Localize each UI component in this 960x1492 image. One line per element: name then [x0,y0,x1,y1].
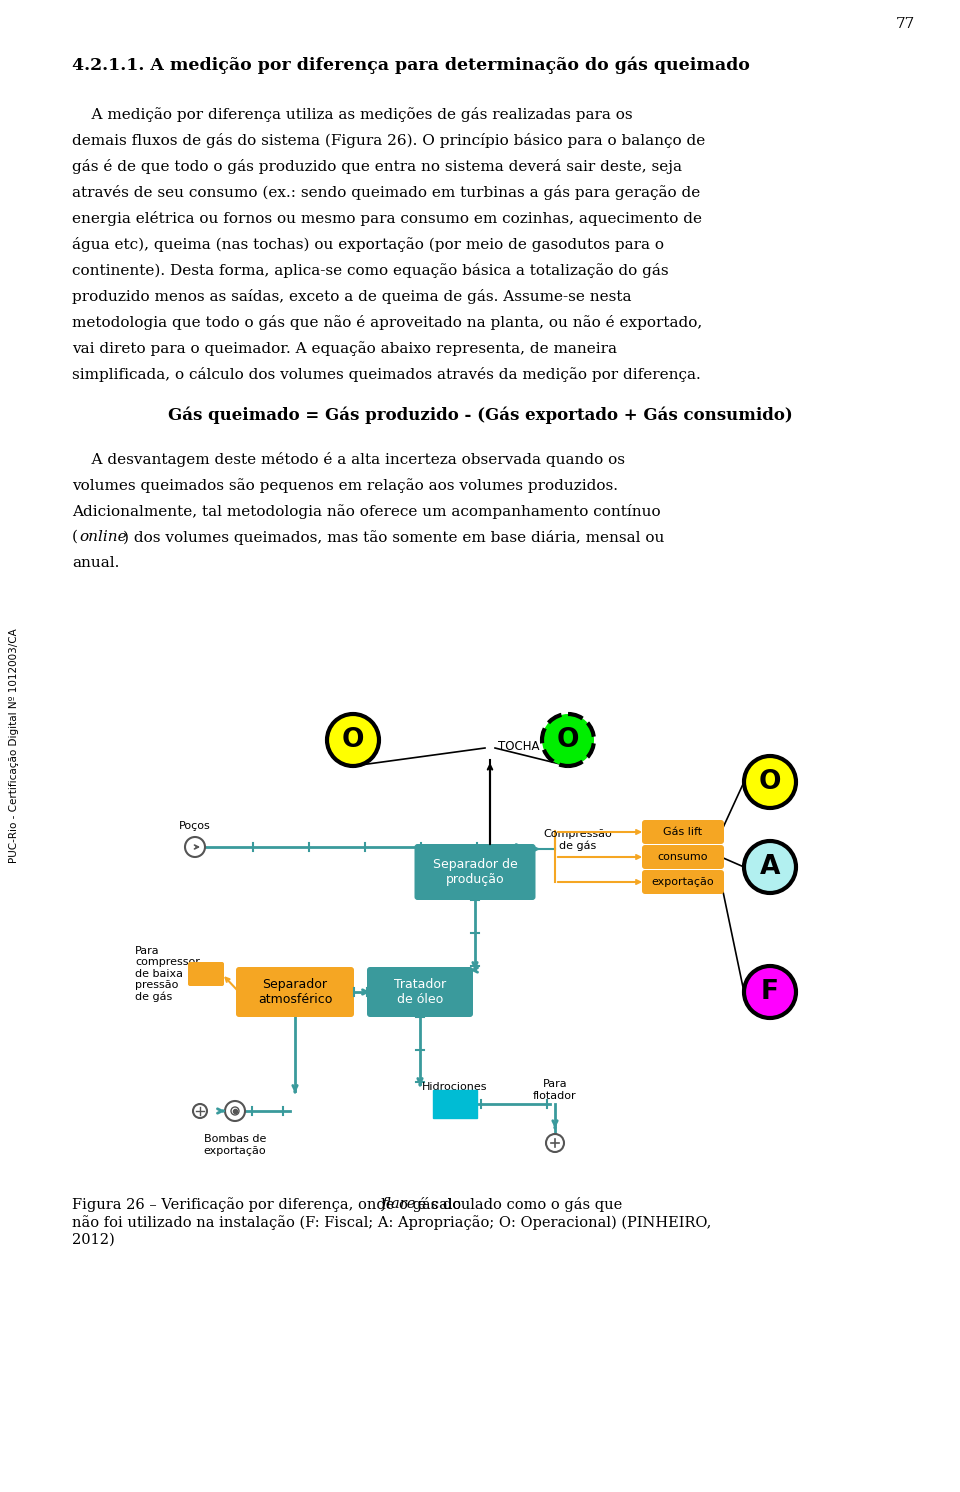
FancyBboxPatch shape [236,967,354,1018]
Text: Tratador
de óleo: Tratador de óleo [394,977,446,1006]
Circle shape [744,841,796,894]
Text: O: O [557,727,579,753]
Text: metodologia que todo o gás que não é aproveitado na planta, ou não é exportado,: metodologia que todo o gás que não é apr… [72,315,703,330]
Text: consumo: consumo [658,852,708,862]
FancyBboxPatch shape [642,870,724,894]
Text: flare: flare [382,1197,417,1212]
FancyBboxPatch shape [642,844,724,868]
Text: A medição por diferença utiliza as medições de gás realizadas para os: A medição por diferença utiliza as mediç… [72,107,633,122]
FancyBboxPatch shape [188,962,224,986]
Text: Bombas de
exportação: Bombas de exportação [204,1134,266,1156]
Text: PUC-Rio - Certificação Digital Nº 1012003/CA: PUC-Rio - Certificação Digital Nº 101200… [9,628,19,864]
Text: é calculado como o gás que: é calculado como o gás que [414,1197,622,1212]
Text: ) dos volumes queimados, mas tão somente em base diária, mensal ou: ) dos volumes queimados, mas tão somente… [123,530,664,545]
Circle shape [546,1134,564,1152]
Text: O: O [758,768,781,795]
Text: (: ( [72,530,78,545]
Text: TOCHA: TOCHA [498,740,540,752]
Text: através de seu consumo (ex.: sendo queimado em turbinas a gás para geração de: através de seu consumo (ex.: sendo queim… [72,185,700,200]
Circle shape [225,1101,245,1120]
Text: energia elétrica ou fornos ou mesmo para consumo em cozinhas, aquecimento de: energia elétrica ou fornos ou mesmo para… [72,210,702,225]
Text: água etc), queima (nas tochas) ou exportação (por meio de gasodutos para o: água etc), queima (nas tochas) ou export… [72,237,664,252]
Text: gás é de que todo o gás produzido que entra no sistema deverá sair deste, seja: gás é de que todo o gás produzido que en… [72,160,682,175]
Circle shape [185,837,205,856]
Text: Figura 26 – Verificação por diferença, onde o gás do: Figura 26 – Verificação por diferença, o… [72,1197,466,1212]
Text: Compressão
de gás: Compressão de gás [543,830,612,852]
Text: exportação: exportação [652,877,714,888]
Text: vai direto para o queimador. A equação abaixo representa, de maneira: vai direto para o queimador. A equação a… [72,342,617,357]
Text: O: O [342,727,364,753]
Circle shape [193,1104,207,1118]
Bar [433,1091,477,1118]
Text: Gás lift: Gás lift [663,827,703,837]
Text: não foi utilizado na instalação (F: Fiscal; A: Apropriação; O: Operacional) (PIN: não foi utilizado na instalação (F: Fisc… [72,1214,711,1229]
Text: 77: 77 [896,16,915,31]
Text: Hidrociones: Hidrociones [422,1082,488,1092]
FancyBboxPatch shape [415,844,536,900]
Text: online: online [79,530,127,545]
Circle shape [744,756,796,809]
Text: Separador
atmosférico: Separador atmosférico [258,977,332,1006]
Text: Para
compressor
de baixa
pressão
de gás: Para compressor de baixa pressão de gás [135,946,200,1003]
Text: A: A [759,853,780,880]
Text: Gás queimado = Gás produzido - (Gás exportado + Gás consumido): Gás queimado = Gás produzido - (Gás expo… [168,407,792,425]
Circle shape [744,965,796,1018]
Text: 4.2.1.1. A medição por diferença para determinação do gás queimado: 4.2.1.1. A medição por diferença para de… [72,57,750,75]
FancyBboxPatch shape [367,967,473,1018]
Text: A desvantagem deste método é a alta incerteza observada quando os: A desvantagem deste método é a alta ince… [72,452,625,467]
Text: Para
flotador: Para flotador [533,1079,577,1101]
Text: Separador de
produção: Separador de produção [433,858,517,886]
FancyBboxPatch shape [642,821,724,844]
Text: F: F [761,979,779,1006]
Text: volumes queimados são pequenos em relação aos volumes produzidos.: volumes queimados são pequenos em relaçã… [72,477,618,492]
Text: anual.: anual. [72,557,119,570]
Text: Poços: Poços [180,821,211,831]
Text: 2012): 2012) [72,1232,115,1247]
Text: demais fluxos de gás do sistema (Figura 26). O princípio básico para o balanço d: demais fluxos de gás do sistema (Figura … [72,133,706,148]
Text: Adicionalmente, tal metodologia não oferece um acompanhamento contínuo: Adicionalmente, tal metodologia não ofer… [72,504,660,519]
Text: produzido menos as saídas, exceto a de queima de gás. Assume-se nesta: produzido menos as saídas, exceto a de q… [72,289,632,304]
Circle shape [327,715,379,765]
Text: continente). Desta forma, aplica-se como equação básica a totalização do gás: continente). Desta forma, aplica-se como… [72,263,668,278]
Text: simplificada, o cálculo dos volumes queimados através da medição por diferença.: simplificada, o cálculo dos volumes quei… [72,367,701,382]
Circle shape [542,715,594,765]
